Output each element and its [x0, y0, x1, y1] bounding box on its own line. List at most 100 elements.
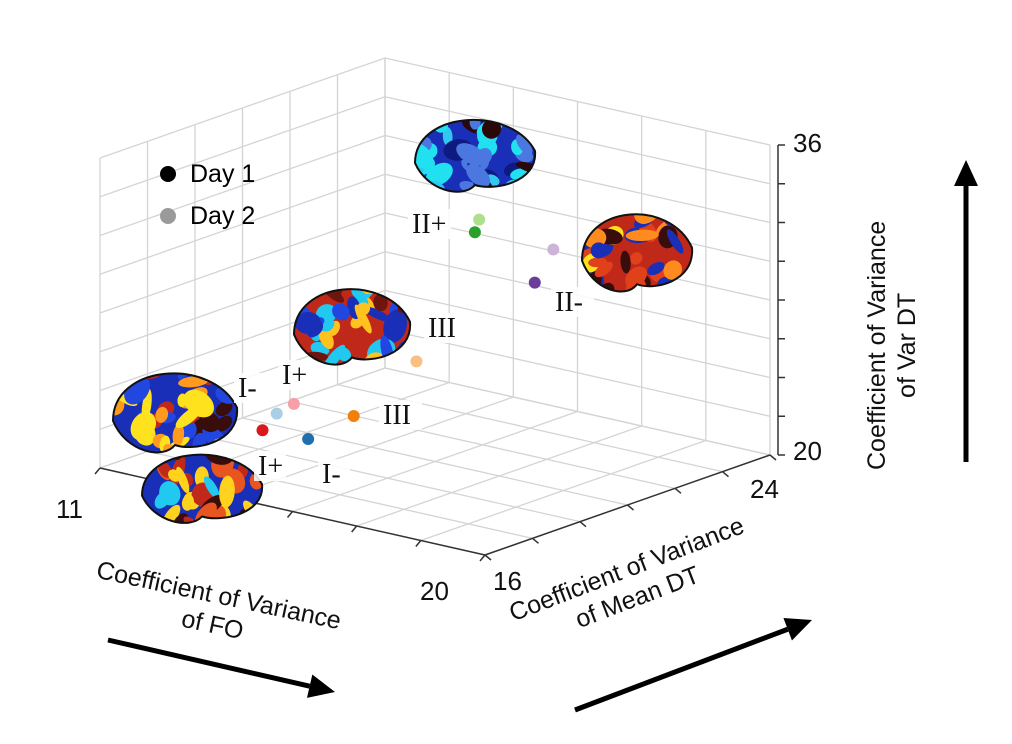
data-point-Iminus-day2 [270, 407, 283, 420]
data-point-Iminus-day1 [302, 433, 315, 446]
brain-surface [415, 91, 536, 192]
legend-marker-day-1 [160, 166, 176, 182]
cluster-label-bg [408, 209, 451, 239]
legend-marker-day-2 [160, 208, 176, 224]
z-tick-label: 36 [793, 128, 822, 158]
brain-patch [466, 100, 489, 122]
brain-patch [516, 134, 533, 155]
brain-patch [630, 252, 643, 265]
brain-patch [176, 466, 190, 494]
brain-patch [397, 289, 411, 313]
cluster-label-bg [318, 459, 350, 489]
brain-patch [332, 303, 350, 321]
brain-patch [321, 289, 344, 303]
brain-image [111, 339, 239, 454]
cluster-label-bg [551, 287, 594, 317]
cluster-label: I- [238, 373, 257, 404]
data-point-IIminus-day1 [528, 276, 541, 289]
brain-edge [292, 288, 412, 366]
floor-grid-line [242, 417, 628, 506]
brain-patch [456, 143, 487, 166]
z-axis-label-line: of Var DT [893, 292, 921, 398]
z-tick-label: 20 [793, 436, 822, 466]
wall-grid-line [384, 367, 771, 456]
grid [94, 57, 785, 562]
cluster-label-bg [379, 400, 422, 430]
brain-edge [580, 213, 694, 293]
data-points [256, 213, 560, 446]
brain-patch [455, 91, 473, 113]
legend-item-day-1: Day 1 [160, 153, 255, 195]
y-tick-mark [484, 554, 492, 561]
brain-patch [215, 401, 233, 417]
brain-patch [183, 389, 215, 418]
x-direction-arrow-shaft [107, 637, 311, 689]
cluster-label-bg [254, 451, 286, 481]
wall-grid-line [384, 96, 771, 185]
wall-grid-line [99, 96, 386, 198]
brain-patch [294, 289, 309, 301]
cluster-label-bg [234, 373, 266, 403]
brain-patch [207, 525, 231, 547]
brain-edge [140, 453, 264, 524]
legend-label: Day 1 [190, 159, 256, 188]
brain-patch [594, 261, 613, 278]
data-point-IIminus-day2 [547, 243, 560, 256]
cluster-label: II+ [412, 209, 446, 240]
brain-patch [330, 374, 362, 408]
brain-edge [413, 118, 537, 193]
wall-grid-line [99, 134, 386, 237]
data-point-III-day2 [410, 355, 423, 368]
brain-patch [203, 476, 220, 499]
brain-patch [155, 406, 169, 423]
brain-patch [308, 369, 327, 389]
axis-arrows [107, 160, 978, 713]
brain-patch [595, 195, 611, 212]
brain-patch [168, 469, 181, 482]
brain-patch [663, 260, 683, 280]
brain-patch [215, 522, 239, 546]
wall-grid-line [384, 328, 771, 417]
wall-grid-line [99, 212, 386, 314]
brain-patch [647, 262, 665, 276]
data-point-III-day1 [347, 410, 360, 423]
wall-grid-line [99, 251, 386, 353]
brain-patch [175, 524, 202, 554]
wall-grid-line [99, 173, 386, 275]
brain-patch [178, 376, 209, 388]
legend-item-day-2: Day 2 [160, 195, 255, 237]
cluster-label: III [428, 313, 456, 344]
legend-label: Day 2 [190, 201, 256, 230]
brain-patch [130, 411, 157, 441]
brain-patch [634, 296, 658, 319]
data-point-Iplus-day2 [287, 397, 300, 410]
x-tick-label: 20 [420, 576, 449, 606]
z-direction-arrow-head [954, 160, 978, 186]
brain-patch [354, 304, 372, 334]
brain-patch [143, 339, 164, 361]
y-tick-label: 16 [493, 566, 522, 596]
brain-patch [425, 162, 453, 186]
brain-patch [204, 454, 234, 465]
brain-patch [625, 229, 659, 241]
brain-patch [620, 250, 631, 274]
floor-grid-line [337, 384, 723, 473]
data-point-IIplus-day1 [468, 226, 481, 239]
floor-grid-line [194, 434, 581, 523]
y-direction-arrow-head [783, 618, 812, 641]
wall-grid-line [384, 289, 771, 379]
brain-images [111, 91, 694, 554]
data-point-IIplus-day2 [473, 213, 486, 226]
x-tick-mark [415, 540, 422, 547]
brain-patch [373, 294, 388, 312]
y-tick-label: 24 [750, 474, 779, 504]
cluster-label: II- [555, 287, 583, 318]
brain-image [413, 91, 537, 193]
brain-patch [469, 119, 481, 130]
brain-patch [351, 267, 366, 282]
x-tick-mark [479, 554, 486, 562]
brain-patch [219, 475, 235, 508]
cluster-labels: I+ I- III I- I+ III II+ II- [234, 209, 594, 490]
brain-patch [651, 289, 665, 292]
cluster-label: I+ [282, 360, 307, 391]
